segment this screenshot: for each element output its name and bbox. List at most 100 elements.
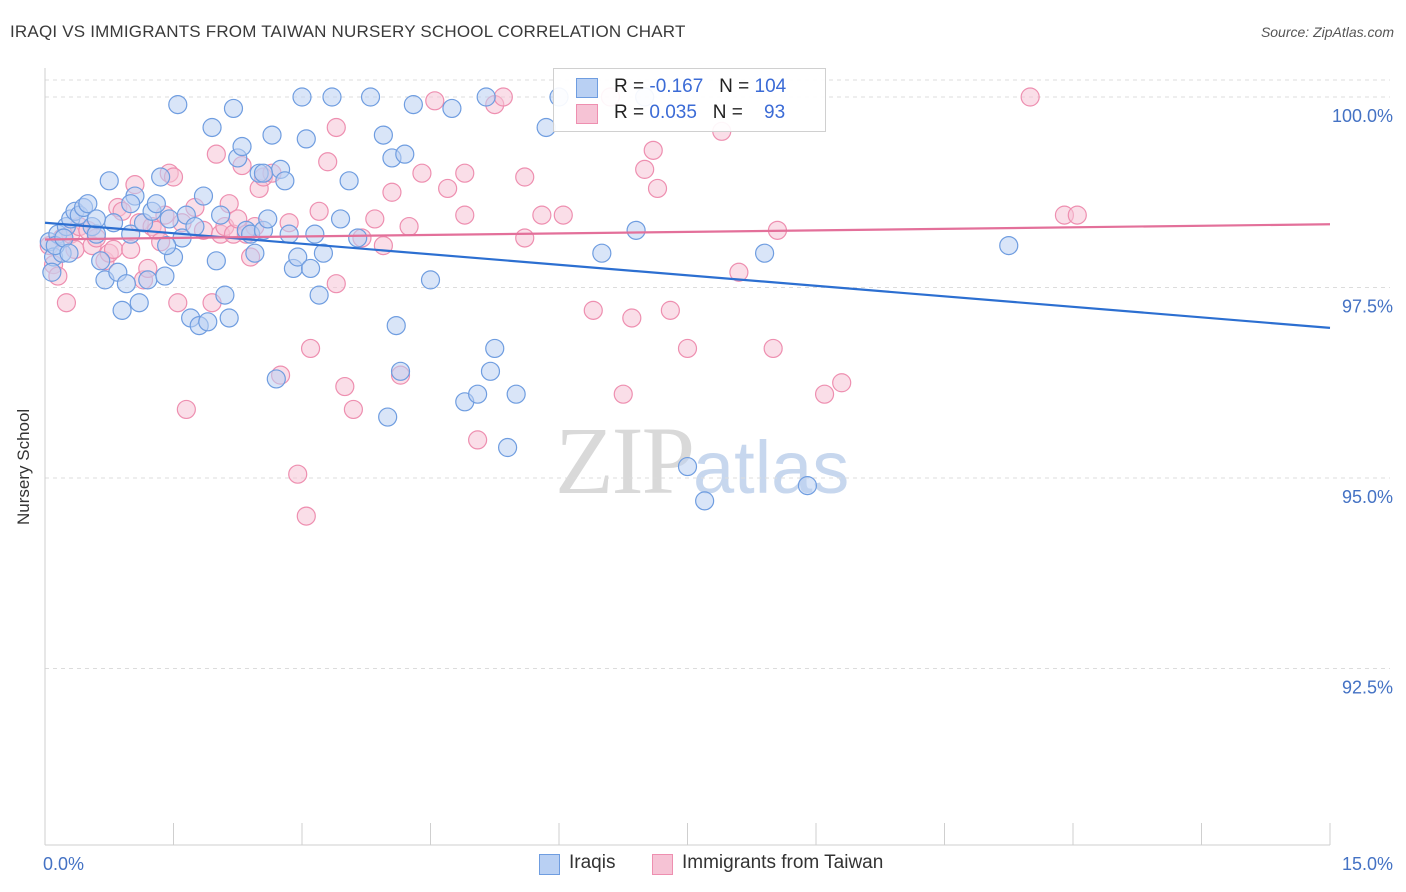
data-point-taiwan [343, 399, 363, 420]
data-point-taiwan [1020, 87, 1040, 107]
data-point-iraqis [116, 274, 136, 294]
data-point-iraqis [373, 125, 393, 145]
data-point-iraqis [215, 285, 235, 305]
legend-n-value: 104 [754, 76, 787, 97]
data-point-taiwan [553, 205, 573, 225]
data-point-iraqis [288, 247, 308, 267]
data-point-taiwan [493, 87, 513, 107]
data-point-iraqis [193, 186, 214, 206]
trend-lines [44, 221, 1331, 329]
data-point-taiwan [832, 373, 852, 393]
data-point-iraqis [999, 235, 1019, 256]
data-point-iraqis [91, 251, 111, 271]
data-point-iraqis [309, 285, 329, 305]
series-iraqis-points [39, 87, 1019, 511]
data-point-iraqis [253, 163, 274, 183]
legend-r-label: R = [614, 102, 645, 123]
data-point-iraqis [592, 243, 612, 263]
data-point-iraqis [476, 87, 496, 107]
data-point-taiwan [622, 308, 642, 328]
data-point-taiwan [455, 163, 475, 183]
data-point-iraqis [266, 369, 286, 389]
bottom-legend-swatch-taiwan [652, 854, 673, 875]
data-point-iraqis [121, 194, 141, 214]
data-point-iraqis [506, 384, 526, 404]
data-point-iraqis [146, 194, 166, 214]
legend-r-label: R = [614, 76, 645, 97]
data-point-iraqis [168, 95, 188, 115]
data-point-iraqis [129, 293, 149, 313]
data-point-iraqis [420, 270, 441, 290]
data-point-iraqis [313, 243, 334, 263]
data-point-iraqis [442, 98, 462, 119]
chart-title: IRAQI VS IMMIGRANTS FROM TAIWAN NURSERY … [10, 22, 686, 41]
data-point-taiwan [647, 178, 668, 199]
data-point-iraqis [292, 87, 312, 107]
data-point-iraqis [245, 243, 265, 263]
legend-r-value: -0.167 [649, 76, 704, 97]
data-point-taiwan [168, 293, 188, 313]
bottom-legend-label-taiwan: Immigrants from Taiwan [682, 852, 884, 873]
data-point-taiwan [763, 338, 783, 359]
data-point-iraqis [386, 316, 406, 336]
data-point-iraqis [112, 300, 132, 320]
data-point-taiwan [412, 163, 432, 183]
data-point-iraqis [754, 243, 775, 263]
tick-labels: 92.5% 95.0% 97.5% 100.0% 0.0% 15.0% [43, 106, 1393, 874]
bottom-legend-swatch-iraqis [539, 854, 560, 875]
y-tick-label: 95.0% [1342, 487, 1393, 507]
data-point-taiwan [455, 205, 475, 225]
data-point-taiwan [399, 216, 419, 237]
series-taiwan-points [39, 87, 1087, 526]
data-point-taiwan [613, 384, 633, 404]
data-point-iraqis [99, 171, 119, 191]
watermark: ZIPatlas [555, 405, 849, 516]
watermark-atlas: atlas [693, 426, 850, 509]
data-point-iraqis [86, 209, 107, 229]
y-tick-label: 100.0% [1332, 106, 1393, 126]
legend-swatch-iraqis [576, 78, 598, 98]
data-point-taiwan [206, 144, 226, 164]
trend-line-taiwan [44, 223, 1331, 241]
data-point-iraqis [59, 243, 79, 263]
data-point-iraqis [348, 228, 368, 248]
data-point-taiwan [438, 178, 458, 199]
trend-line-iraqis [44, 221, 1331, 329]
data-point-iraqis [211, 205, 231, 225]
data-point-iraqis [677, 456, 698, 477]
data-point-iraqis [797, 476, 818, 496]
data-point-taiwan [635, 159, 655, 179]
data-point-iraqis [626, 220, 646, 240]
data-point-taiwan [318, 152, 338, 172]
bottom-legend-label-iraqis: Iraqis [569, 852, 616, 873]
data-point-taiwan [515, 167, 535, 187]
legend-r-value: 0.035 [649, 102, 697, 123]
data-point-iraqis [223, 98, 244, 119]
data-point-iraqis [330, 209, 351, 229]
data-point-taiwan [288, 464, 308, 484]
data-point-taiwan [300, 338, 321, 359]
data-point-taiwan [814, 384, 835, 404]
axes [44, 68, 1331, 846]
data-point-taiwan [365, 209, 385, 229]
data-point-iraqis [360, 87, 381, 107]
data-point-taiwan [382, 182, 402, 202]
x-tick-label-max: 15.0% [1342, 854, 1393, 874]
data-point-iraqis [300, 258, 321, 279]
legend-text-iraqis: R = -0.167 N = 104 [614, 76, 786, 98]
x-tick-label-min: 0.0% [43, 854, 84, 874]
data-point-iraqis [78, 194, 98, 214]
legend-n-label: N = [712, 102, 743, 123]
legend-swatch-taiwan [576, 104, 598, 124]
correlation-legend: R = -0.167 N = 104 R = 0.035 N = 93 [553, 68, 826, 132]
data-point-iraqis [468, 384, 488, 404]
legend-n-label: N = [719, 76, 750, 97]
data-point-iraqis [305, 224, 325, 244]
data-point-taiwan [326, 117, 346, 138]
data-point-taiwan [729, 262, 749, 282]
data-point-iraqis [155, 266, 175, 286]
data-point-iraqis [219, 308, 239, 328]
data-point-iraqis [403, 95, 423, 115]
data-point-iraqis [498, 437, 518, 458]
legend-n-value: 93 [764, 102, 786, 123]
